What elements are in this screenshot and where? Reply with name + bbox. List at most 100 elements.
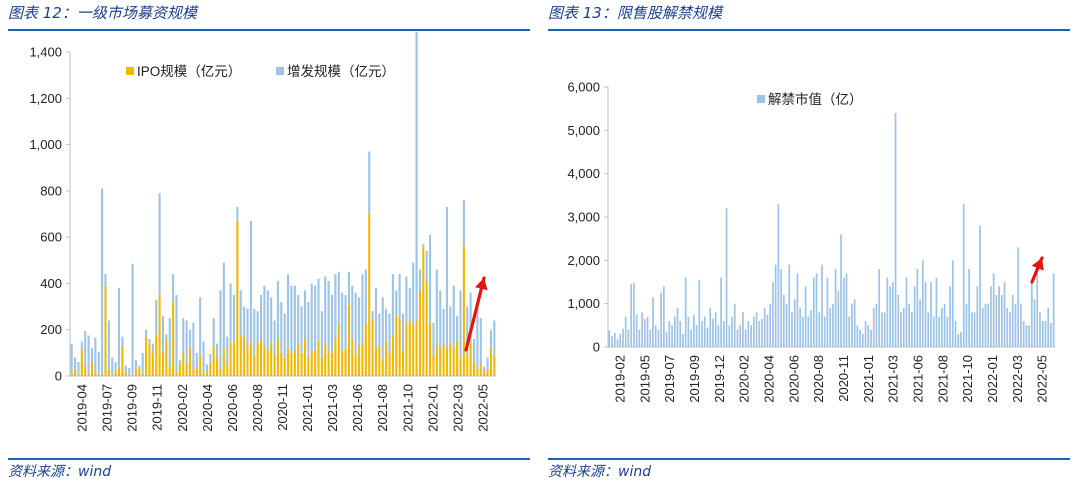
bar-primary — [872, 308, 875, 347]
bar-primary — [717, 325, 720, 347]
y-tick-label: 200 — [40, 322, 62, 337]
bar-secondary — [128, 367, 131, 375]
bar-primary — [317, 341, 320, 376]
bar-primary — [774, 264, 777, 347]
bar-primary — [654, 325, 657, 347]
bar-primary — [643, 318, 646, 347]
bar-secondary — [165, 334, 168, 339]
bar-primary — [712, 318, 714, 347]
bar-primary — [840, 234, 842, 347]
bar-secondary — [415, 32, 418, 321]
bar-secondary — [168, 318, 171, 367]
bar-primary — [354, 355, 357, 376]
bar-primary — [195, 366, 198, 376]
fundraising-chart: 0 200 400 600 800 1,000 1,200 1,400 2019-04 2019-… — [29, 32, 496, 432]
bar-secondary — [466, 306, 469, 356]
bar-primary — [70, 373, 73, 376]
bar-primary — [714, 312, 717, 347]
bar-primary — [199, 355, 202, 376]
bar-primary — [744, 329, 747, 347]
bar-primary — [1028, 325, 1030, 347]
bar-primary — [646, 316, 649, 347]
bar-secondary — [209, 354, 212, 364]
bar-primary — [693, 314, 695, 347]
bar-primary — [772, 282, 774, 347]
bar-secondary — [364, 269, 367, 323]
bar-secondary — [493, 320, 496, 356]
bar-primary — [676, 308, 679, 347]
bar-secondary — [429, 234, 432, 323]
bar-primary — [665, 331, 668, 347]
bar-secondary — [145, 329, 148, 337]
bar-secondary — [192, 322, 195, 370]
x-tick-label: 2021-01 — [861, 355, 876, 403]
bar-primary — [927, 312, 930, 347]
bar-secondary — [138, 365, 141, 368]
bar-primary — [962, 204, 965, 347]
bar-secondary — [178, 359, 181, 365]
bar-primary — [239, 334, 242, 376]
bar-primary — [851, 303, 853, 347]
bar-primary — [138, 367, 141, 376]
bar-primary — [405, 322, 408, 376]
bar-primary — [671, 325, 673, 347]
bar-secondary — [476, 306, 479, 370]
bar-primary — [351, 338, 354, 376]
bar-primary — [276, 338, 279, 376]
bar-primary — [209, 363, 212, 376]
bar-primary — [720, 277, 722, 347]
x-tick-label: 2020-08 — [250, 384, 265, 432]
bar-secondary — [324, 276, 327, 344]
bar-primary — [864, 321, 867, 347]
x-tick-label: 2020-04 — [761, 355, 776, 403]
bar-primary — [381, 359, 384, 376]
bar-primary — [280, 352, 283, 376]
bar-primary — [881, 312, 883, 347]
bar-secondary — [249, 220, 252, 342]
bar-secondary — [87, 335, 90, 374]
bar-secondary — [239, 290, 242, 335]
bar-secondary — [202, 341, 205, 374]
bar-primary — [823, 316, 826, 347]
bar-primary — [908, 303, 911, 347]
bar-primary — [158, 295, 161, 376]
bar-secondary — [445, 207, 449, 349]
bar-primary — [799, 308, 802, 347]
bar-secondary — [293, 285, 296, 351]
bar-primary — [725, 208, 728, 347]
bar-primary — [608, 330, 611, 347]
bar-primary — [834, 269, 837, 347]
bar-primary — [253, 355, 256, 376]
bar-primary — [810, 310, 812, 347]
x-tick-label: 2021-08 — [935, 355, 950, 403]
bar-secondary — [442, 308, 445, 344]
bar-primary — [622, 328, 624, 347]
bar-primary — [249, 341, 252, 376]
bar-secondary — [317, 278, 320, 342]
bar-primary — [161, 352, 165, 376]
bar-secondary — [111, 357, 114, 376]
bar-primary — [236, 220, 239, 376]
y-tick-label: 2,000 — [567, 253, 600, 268]
bar-primary — [755, 312, 758, 347]
y-tick-label: 0 — [593, 340, 600, 355]
bar-primary — [212, 345, 215, 376]
bar-primary — [960, 331, 962, 347]
legend-label: IPO规模（亿元） — [137, 64, 241, 79]
bar-primary — [867, 325, 870, 347]
bar-primary — [979, 225, 981, 347]
bar-secondary — [266, 290, 269, 351]
bar-primary — [941, 308, 943, 347]
bar-primary — [205, 371, 208, 376]
bar-secondary — [182, 318, 185, 353]
bar-primary — [1009, 312, 1011, 347]
bar-secondary — [408, 288, 411, 321]
bar-primary — [761, 318, 763, 347]
bar-primary — [229, 343, 232, 376]
bar-secondary — [232, 295, 236, 342]
bar-primary — [243, 336, 246, 376]
bar-primary — [742, 312, 744, 347]
bar-primary — [845, 273, 848, 347]
bar-primary — [861, 334, 864, 347]
bar-secondary — [388, 313, 391, 353]
